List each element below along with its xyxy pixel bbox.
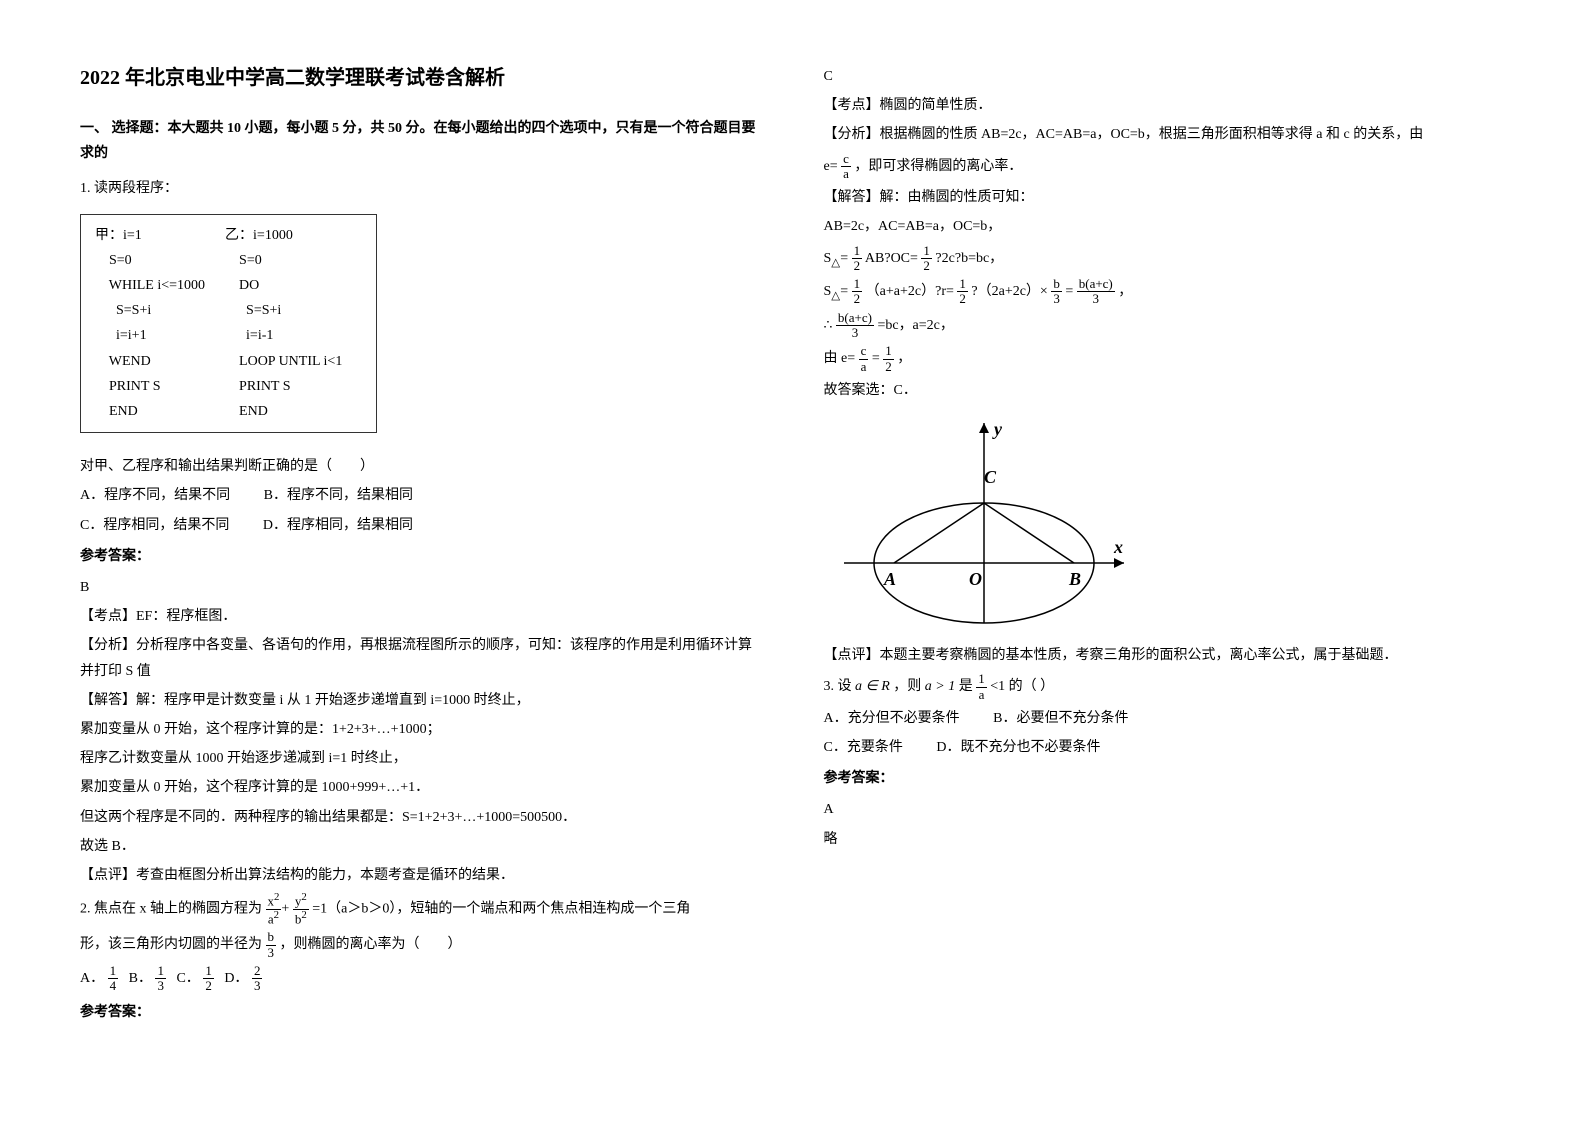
q3-answer: A bbox=[824, 797, 1508, 822]
q2-optB: B． bbox=[129, 971, 152, 986]
q1-dianping: 【点评】考查由框图分析出算法结构的能力，本题考查是循环的结果． bbox=[80, 863, 764, 888]
frac-ca: c a bbox=[841, 152, 851, 182]
q3-optA: A．充分但不必要条件 bbox=[824, 706, 960, 731]
q1-answer: B bbox=[80, 575, 764, 600]
q3-optB: B．必要但不充分条件 bbox=[993, 706, 1128, 731]
page-title: 2022 年北京电业中学高二数学理联考试卷含解析 bbox=[80, 60, 764, 96]
q2-optA: A． bbox=[80, 971, 104, 986]
q2-stem-b: =1（a＞b＞0），短轴的一个端点和两个焦点相连构成一个三角 bbox=[312, 901, 690, 916]
frac-b3: b 3 bbox=[266, 930, 277, 960]
q2-stem-2: 形，该三角形内切圆的半径为 b 3 ，则椭圆的离心率为（ ） bbox=[80, 930, 764, 960]
ellipse-diagram: C A O B x y bbox=[824, 413, 1144, 633]
q1-answer-label: 参考答案： bbox=[80, 544, 764, 569]
q2-jieda4: S△= 12 （a+a+2c）?r= 12 ?（2a+2c）× b3 = b(a… bbox=[824, 277, 1508, 307]
code-left: S=0 WHILE i<=1000 S=S+i i=i+1 WEND PRINT… bbox=[95, 248, 225, 424]
left-column: 2022 年北京电业中学高二数学理联考试卷含解析 一、 选择题：本大题共 10 … bbox=[80, 60, 764, 1031]
svg-text:x: x bbox=[1113, 537, 1123, 557]
q2-jieda6: 由 e= ca = 12 ， bbox=[824, 344, 1508, 374]
q3-var2: a > 1 bbox=[925, 679, 955, 694]
q1-tail: 对甲、乙程序和输出结果判断正确的是（ ） bbox=[80, 454, 764, 479]
q2-stem: 2. 焦点在 x 轴上的椭圆方程为 x2 a2 + y2 b2 =1（a＞b＞0… bbox=[80, 892, 764, 926]
section-heading: 一、 选择题：本大题共 10 小题，每小题 5 分，共 50 分。在每小题给出的… bbox=[80, 116, 764, 166]
svg-text:O: O bbox=[969, 569, 982, 589]
q1-optA: A．程序不同，结果不同 bbox=[80, 483, 230, 508]
frac-y2b2: y2 b2 bbox=[293, 892, 309, 926]
frac-14: 14 bbox=[108, 964, 119, 994]
q2-fenxi2-text: ，即可求得椭圆的离心率． bbox=[854, 159, 1022, 174]
q3-options-row2: C．充要条件 D．既不充分也不必要条件 bbox=[824, 735, 1508, 760]
q1-options-row2: C．程序相同，结果不同 D．程序相同，结果相同 bbox=[80, 513, 764, 538]
q1-kaodian: 【考点】EF：程序框图． bbox=[80, 604, 764, 629]
q1-fenxi: 【分析】分析程序中各变量、各语句的作用，再根据流程图所示的顺序，可知：该程序的作… bbox=[80, 633, 764, 683]
q2-stem-d: ，则椭圆的离心率为（ ） bbox=[280, 937, 462, 952]
q2-stem-a: 2. 焦点在 x 轴上的椭圆方程为 bbox=[80, 901, 262, 916]
frac-x2a2: x2 a2 bbox=[266, 892, 282, 926]
svg-text:B: B bbox=[1068, 569, 1081, 589]
q3-optC: C．充要条件 bbox=[824, 735, 903, 760]
frac-12: 12 bbox=[203, 964, 214, 994]
svg-text:A: A bbox=[883, 569, 896, 589]
q2-fenxi: 【分析】根据椭圆的性质 AB=2c，AC=AB=a，OC=b，根据三角形面积相等… bbox=[824, 122, 1508, 147]
q3-extra: 略 bbox=[824, 827, 1508, 852]
q2-optC: C． bbox=[176, 971, 199, 986]
q2-jieda3: S△= 12 AB?OC= 12 ?2c?b=bc， bbox=[824, 244, 1508, 274]
code-left-header: 甲：i=1 bbox=[95, 223, 225, 248]
q3-optD: D．既不充分也不必要条件 bbox=[936, 735, 1100, 760]
q2-jieda5: ∴ b(a+c)3 =bc，a=2c， bbox=[824, 311, 1508, 341]
q1-jieda5: 但这两个程序是不同的．两种程序的输出结果都是：S=1+2+3+…+1000=50… bbox=[80, 805, 764, 830]
q1-optC: C．程序相同，结果不同 bbox=[80, 513, 229, 538]
q1-jieda6: 故选 B． bbox=[80, 834, 764, 859]
code-box: 甲：i=1 乙：i=1000 S=0 WHILE i<=1000 S=S+i i… bbox=[80, 214, 377, 434]
svg-text:C: C bbox=[984, 467, 997, 487]
q3-stem: 3. 设 a ∈ R ，则 a > 1 是 1a <1 的（ ） bbox=[824, 672, 1508, 702]
frac-13: 13 bbox=[155, 964, 166, 994]
q1-optB: B．程序不同，结果相同 bbox=[264, 483, 413, 508]
code-right: S=0 DO S=S+i i=i-1 LOOP UNTIL i<1 PRINT … bbox=[225, 248, 362, 424]
q2-stem-c: 形，该三角形内切圆的半径为 bbox=[80, 937, 262, 952]
q1-jieda3: 程序乙计数变量从 1000 开始逐步递减到 i=1 时终止， bbox=[80, 746, 764, 771]
q2-dianping: 【点评】本题主要考察椭圆的基本性质，考察三角形的面积公式，离心率公式，属于基础题… bbox=[824, 643, 1508, 668]
q3-answer-label: 参考答案： bbox=[824, 766, 1508, 791]
q1-stem: 1. 读两段程序： bbox=[80, 176, 764, 201]
q1-jieda2: 累加变量从 0 开始，这个程序计算的是：1+2+3+…+1000； bbox=[80, 717, 764, 742]
frac-23: 23 bbox=[252, 964, 263, 994]
q2-options: A． 14 B． 13 C． 12 D． 23 bbox=[80, 964, 764, 994]
q2-jieda7: 故答案选：C． bbox=[824, 378, 1508, 403]
svg-text:y: y bbox=[992, 419, 1003, 439]
q2-answer-label: 参考答案： bbox=[80, 1000, 764, 1025]
q1-jieda4: 累加变量从 0 开始，这个程序计算的是 1000+999+…+1． bbox=[80, 775, 764, 800]
q1-options-row1: A．程序不同，结果不同 B．程序不同，结果相同 bbox=[80, 483, 764, 508]
q2-answer: C bbox=[824, 64, 1508, 89]
right-column: C 【考点】椭圆的简单性质． 【分析】根据椭圆的性质 AB=2c，AC=AB=a… bbox=[824, 60, 1508, 1031]
q2-jieda1: 【解答】解：由椭圆的性质可知： bbox=[824, 185, 1508, 210]
q2-optD: D． bbox=[224, 971, 248, 986]
q2-kaodian: 【考点】椭圆的简单性质． bbox=[824, 93, 1508, 118]
q2-fenxi-2: e= c a ，即可求得椭圆的离心率． bbox=[824, 152, 1508, 182]
q1-jieda1: 【解答】解：程序甲是计数变量 i 从 1 开始逐步递增直到 i=1000 时终止… bbox=[80, 688, 764, 713]
num: b bbox=[266, 930, 277, 945]
den: 3 bbox=[266, 946, 277, 960]
q2-jieda2: AB=2c，AC=AB=a，OC=b， bbox=[824, 214, 1508, 239]
q3-options-row1: A．充分但不必要条件 B．必要但不充分条件 bbox=[824, 706, 1508, 731]
code-right-header: 乙：i=1000 bbox=[225, 223, 362, 248]
q1-optD: D．程序相同，结果相同 bbox=[263, 513, 413, 538]
q3-var1: a ∈ R bbox=[855, 679, 890, 694]
